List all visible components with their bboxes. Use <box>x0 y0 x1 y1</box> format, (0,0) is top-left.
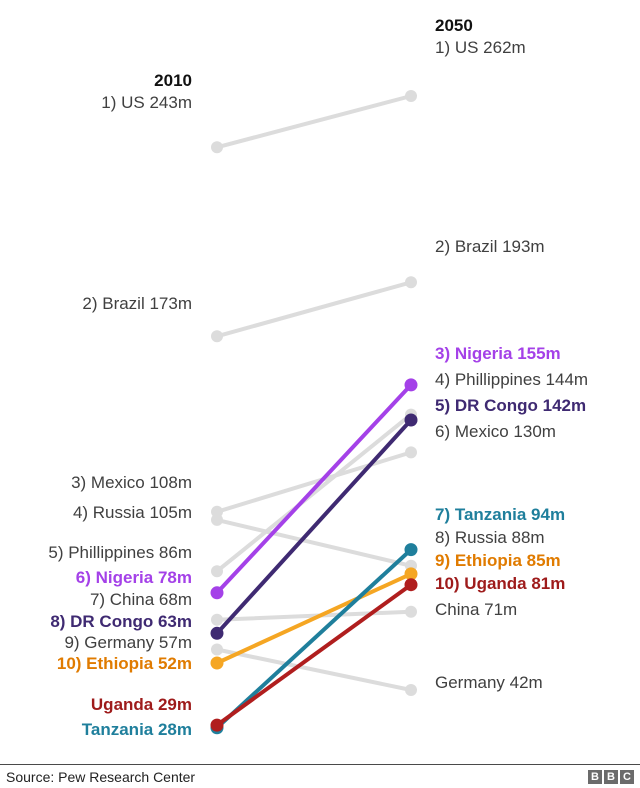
left-label-mexico: 3) Mexico 108m <box>71 473 192 492</box>
point-left-uganda <box>210 718 224 732</box>
slope-line-phillippines <box>215 412 413 574</box>
right-label-china: China 71m <box>435 600 517 619</box>
left-year-heading: 2010 <box>154 71 192 90</box>
left-label-nigeria: 6) Nigeria 78m <box>76 568 192 587</box>
slope-line-germany <box>215 647 413 692</box>
point-right-tanzania <box>404 543 418 557</box>
right-label-nigeria: 3) Nigeria 155m <box>435 344 561 363</box>
left-label-germany: 9) Germany 57m <box>64 633 192 652</box>
left-label-uganda: Uganda 29m <box>91 695 192 714</box>
slope-line-mexico <box>215 450 413 514</box>
bbc-logo-box: C <box>620 770 634 784</box>
point-right-nigeria <box>404 378 418 392</box>
point-left-russia <box>211 513 223 526</box>
point-left-germany <box>211 643 223 656</box>
right-label-ethiopia: 9) Ethiopia 85m <box>435 551 561 570</box>
slope-line-dr-congo <box>215 418 413 636</box>
slope-line-brazil <box>215 280 413 339</box>
point-left-china <box>211 613 223 626</box>
left-label-phillippines: 5) Phillippines 86m <box>48 543 192 562</box>
point-right-ethiopia <box>404 567 418 581</box>
point-right-germany <box>405 684 417 696</box>
left-label-dr-congo: 8) DR Congo 63m <box>50 612 192 631</box>
right-label-phillippines: 4) Phillippines 144m <box>435 370 588 389</box>
point-right-uganda <box>404 578 418 592</box>
right-label-brazil: 2) Brazil 193m <box>435 237 545 256</box>
bbc-logo-box: B <box>588 770 602 784</box>
left-label-us: 1) US 243m <box>101 93 192 112</box>
footer: Source: Pew Research Center B B C <box>0 764 640 788</box>
right-label-us: 1) US 262m <box>435 38 526 57</box>
point-left-nigeria <box>210 586 224 600</box>
right-label-tanzania: 7) Tanzania 94m <box>435 505 565 524</box>
bbc-logo-box: B <box>604 770 618 784</box>
right-year-heading: 2050 <box>435 16 473 35</box>
left-label-brazil: 2) Brazil 173m <box>82 294 192 313</box>
right-label-germany: Germany 42m <box>435 673 543 692</box>
point-right-dr-congo <box>404 413 418 427</box>
point-left-phillippines <box>211 565 223 578</box>
left-label-china: 7) China 68m <box>90 590 192 609</box>
point-right-china <box>405 605 417 618</box>
left-label-russia: 4) Russia 105m <box>73 503 192 522</box>
bbc-logo: B B C <box>588 770 634 784</box>
slope-line-tanzania <box>215 547 413 730</box>
source-note: Source: Pew Research Center <box>6 769 196 785</box>
left-label-tanzania: Tanzania 28m <box>82 720 192 739</box>
right-label-mexico: 6) Mexico 130m <box>435 422 556 441</box>
right-label-dr-congo: 5) DR Congo 142m <box>435 396 586 415</box>
slope-chart: 1) US 243m 1) US 262m 2) Brazil 173m 2) Bra… <box>48 16 588 739</box>
point-right-us <box>405 90 417 102</box>
slope-line-china <box>215 609 413 622</box>
right-label-uganda: 10) Uganda 81m <box>435 574 565 593</box>
slope-line-uganda <box>215 582 413 728</box>
slope-line-russia <box>215 517 413 568</box>
right-label-russia: 8) Russia 88m <box>435 528 545 547</box>
point-left-ethiopia <box>210 656 224 670</box>
left-label-ethiopia: 10) Ethiopia 52m <box>57 654 192 673</box>
point-left-us <box>211 141 223 154</box>
slope-line-us <box>215 94 413 150</box>
point-right-mexico <box>405 446 417 459</box>
slope-line-nigeria <box>215 382 413 595</box>
point-left-dr-congo <box>210 626 224 640</box>
point-right-brazil <box>405 276 417 289</box>
slope-line-ethiopia <box>215 571 413 665</box>
point-left-brazil <box>211 330 223 343</box>
